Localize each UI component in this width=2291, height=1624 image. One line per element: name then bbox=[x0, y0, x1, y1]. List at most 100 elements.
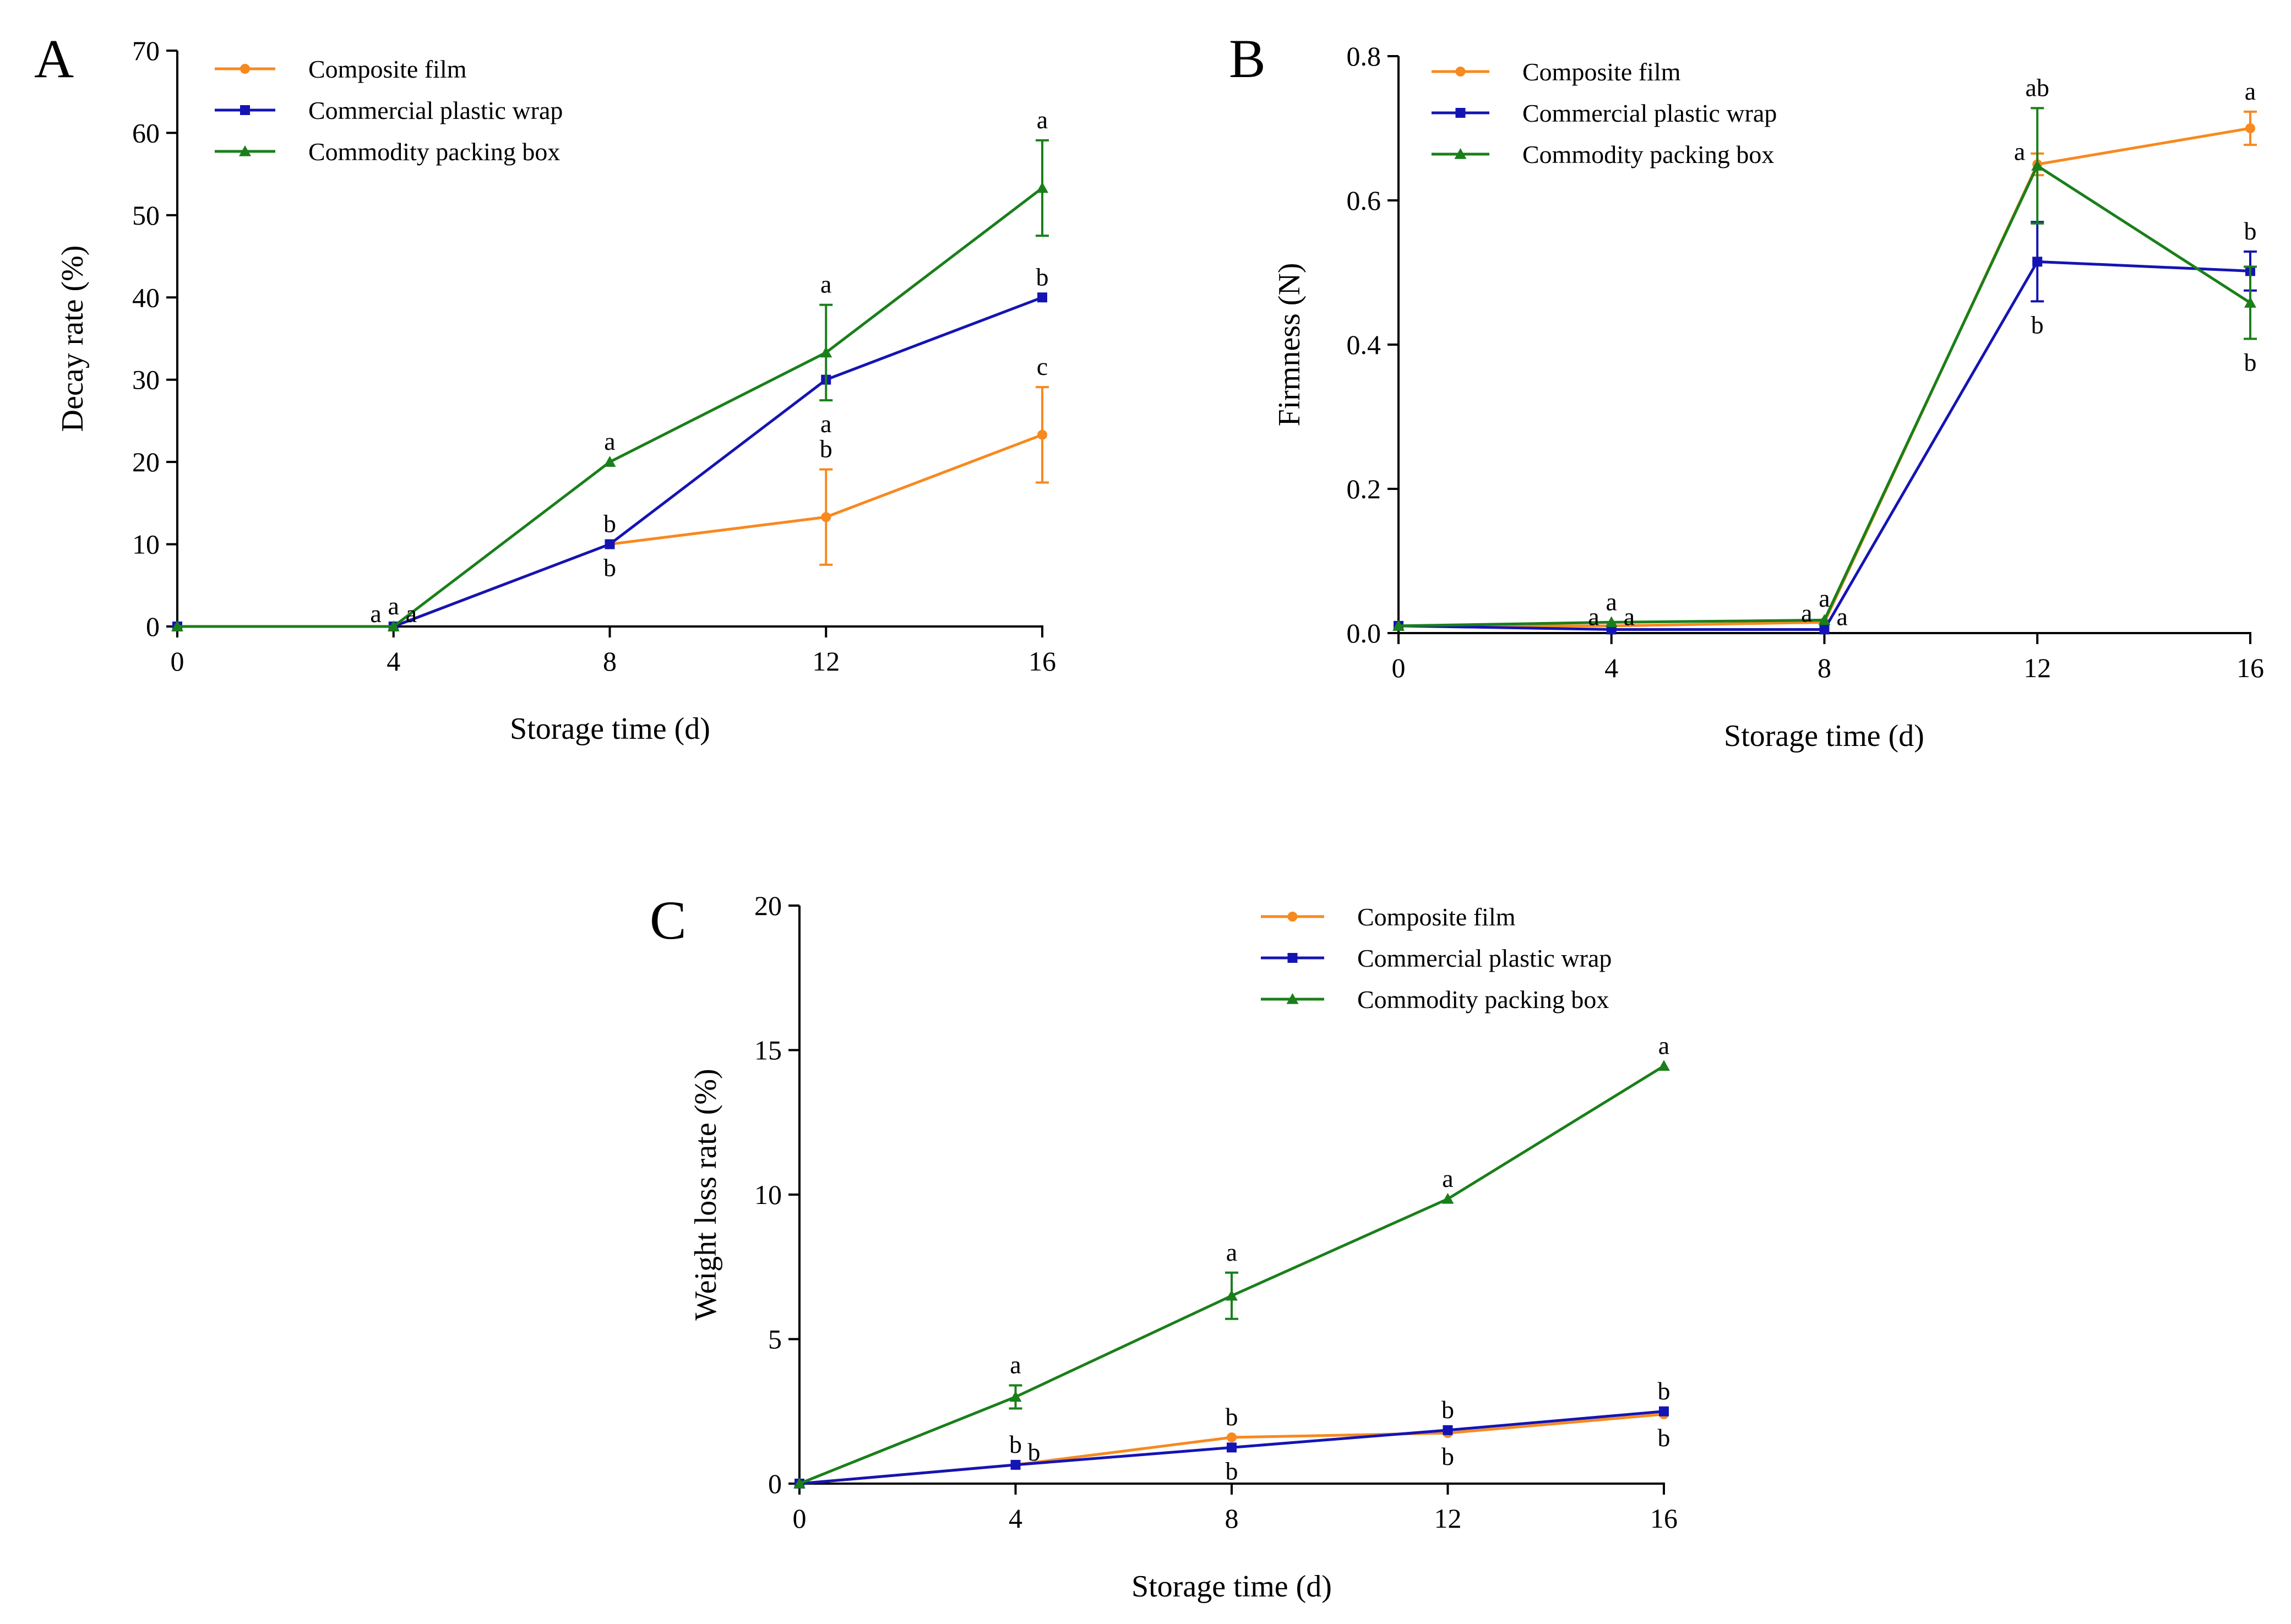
y-tick-label: 0 bbox=[146, 611, 160, 642]
data-point bbox=[1819, 624, 1830, 635]
data-point bbox=[603, 456, 616, 467]
x-tick-label: 16 bbox=[1028, 646, 1056, 677]
panel-letter: C bbox=[650, 890, 687, 951]
legend-label: Commercial plastic wrap bbox=[1357, 944, 1612, 972]
x-tick-label: 4 bbox=[1604, 652, 1618, 683]
x-tick-label: 4 bbox=[1009, 1503, 1022, 1534]
data-point bbox=[1226, 1289, 1238, 1301]
y-tick-label: 50 bbox=[132, 200, 160, 231]
y-tick-label: 10 bbox=[754, 1179, 782, 1210]
significance-letter: b bbox=[1036, 263, 1049, 291]
data-point bbox=[1036, 182, 1048, 193]
series-box bbox=[171, 139, 1049, 631]
y-tick-label: 60 bbox=[132, 117, 160, 148]
data-point bbox=[1658, 1060, 1670, 1071]
legend-marker bbox=[239, 145, 251, 156]
x-tick-label: 16 bbox=[1650, 1503, 1678, 1534]
data-point bbox=[1818, 614, 1831, 625]
panel-c: C 0 4 8 12 16 0 5 10 15 20 Storage time (d) Weight l… bbox=[650, 890, 1678, 1604]
panel-letter: B bbox=[1229, 28, 1266, 89]
significance-letter: a bbox=[1624, 602, 1635, 630]
panel-a: A 0 4 8 12 16 0 10 20 30 40 50 60 70 Storage time (d) D… bbox=[34, 28, 1056, 746]
x-tick-label: 0 bbox=[793, 1503, 807, 1534]
data-point bbox=[821, 512, 831, 522]
series-line bbox=[1398, 127, 2251, 628]
panel-b: B 0 4 8 12 16 0.0 0.2 0.4 0.6 0.8 Storage time (d) F… bbox=[1229, 28, 2264, 753]
data-point bbox=[793, 1478, 806, 1489]
y-axis-title: Decay rate (%) bbox=[56, 246, 90, 432]
significance-letter: a bbox=[2014, 138, 2025, 166]
significance-letter: b bbox=[1658, 1377, 1670, 1405]
data-point bbox=[2031, 160, 2044, 171]
series-plastic bbox=[1394, 221, 2257, 635]
x-tick-label: 8 bbox=[1817, 652, 1831, 683]
x-tick-label: 0 bbox=[1392, 652, 1406, 683]
significance-letter: b bbox=[603, 554, 616, 582]
significance-letter: a bbox=[1801, 599, 1812, 627]
legend-label: Commodity packing box bbox=[1522, 140, 1774, 168]
y-tick-label: 70 bbox=[132, 35, 160, 66]
data-point bbox=[1037, 429, 1047, 440]
legend-label: Commercial plastic wrap bbox=[308, 96, 563, 124]
x-tick-label: 16 bbox=[2236, 652, 2264, 683]
x-tick-label: 4 bbox=[387, 646, 400, 677]
significance-letter: b bbox=[1658, 1424, 1670, 1452]
legend-marker bbox=[1455, 108, 1466, 118]
data-point bbox=[2244, 297, 2256, 308]
y-tick-label: 30 bbox=[132, 364, 160, 395]
significance-letter: b bbox=[1441, 1442, 1454, 1470]
y-tick-label: 20 bbox=[132, 446, 160, 477]
x-axis-title: Storage time (d) bbox=[510, 712, 710, 746]
x-tick-label: 12 bbox=[1434, 1503, 1462, 1534]
significance-letter: a bbox=[1658, 1031, 1669, 1059]
series-composite bbox=[1394, 110, 2257, 631]
x-tick-label: 8 bbox=[603, 646, 617, 677]
significance-letter: b bbox=[1009, 1430, 1022, 1458]
data-point bbox=[605, 539, 615, 549]
legend-label: Commodity packing box bbox=[308, 138, 560, 166]
legend: Composite film Commercial plastic wrap Com… bbox=[215, 55, 563, 166]
y-tick-label: 0.8 bbox=[1347, 41, 1381, 72]
significance-letter: a bbox=[604, 427, 615, 455]
panel-letter: A bbox=[34, 28, 74, 89]
legend-marker bbox=[1455, 67, 1466, 77]
y-tick-label: 40 bbox=[132, 282, 160, 313]
significance-letter: b bbox=[820, 435, 832, 463]
data-point bbox=[1605, 616, 1618, 628]
data-point bbox=[2245, 123, 2255, 133]
y-tick-label: 20 bbox=[754, 890, 782, 921]
significance-letter: b bbox=[1226, 1457, 1238, 1485]
data-point bbox=[1443, 1425, 1453, 1435]
significance-letter: b bbox=[2244, 348, 2257, 377]
significance-letter: a bbox=[1588, 602, 1599, 630]
x-axis-title: Storage time (d) bbox=[1131, 1569, 1332, 1604]
data-point bbox=[171, 620, 183, 631]
y-axis-title: Weight loss rate (%) bbox=[689, 1069, 723, 1320]
legend: Composite film Commercial plastic wrap Com… bbox=[1432, 58, 1777, 168]
significance-letter: a bbox=[1606, 587, 1617, 615]
legend-label: Composite film bbox=[1357, 903, 1516, 931]
legend-marker bbox=[1287, 912, 1298, 922]
significance-letter: a bbox=[2245, 77, 2256, 105]
data-point bbox=[2032, 257, 2043, 267]
series-box bbox=[793, 1060, 1670, 1489]
legend-marker bbox=[240, 64, 250, 74]
significance-letter: a bbox=[388, 592, 399, 620]
significance-letter: b bbox=[1441, 1396, 1454, 1424]
legend-label: Commodity packing box bbox=[1357, 985, 1609, 1013]
data-point bbox=[1441, 1192, 1454, 1204]
significance-letter: a bbox=[1819, 584, 1830, 612]
data-point bbox=[1227, 1432, 1237, 1442]
significance-letter: b bbox=[603, 510, 616, 538]
x-tick-label: 0 bbox=[171, 646, 184, 677]
data-point bbox=[1037, 292, 1047, 303]
significance-letter: a bbox=[820, 270, 831, 298]
data-point bbox=[1010, 1459, 1021, 1470]
y-tick-label: 0.0 bbox=[1347, 618, 1381, 648]
y-tick-label: 15 bbox=[754, 1035, 782, 1066]
legend-label: Commercial plastic wrap bbox=[1522, 99, 1777, 127]
y-tick-label: 5 bbox=[768, 1324, 782, 1355]
data-point bbox=[1227, 1442, 1237, 1453]
data-point bbox=[1009, 1391, 1022, 1402]
